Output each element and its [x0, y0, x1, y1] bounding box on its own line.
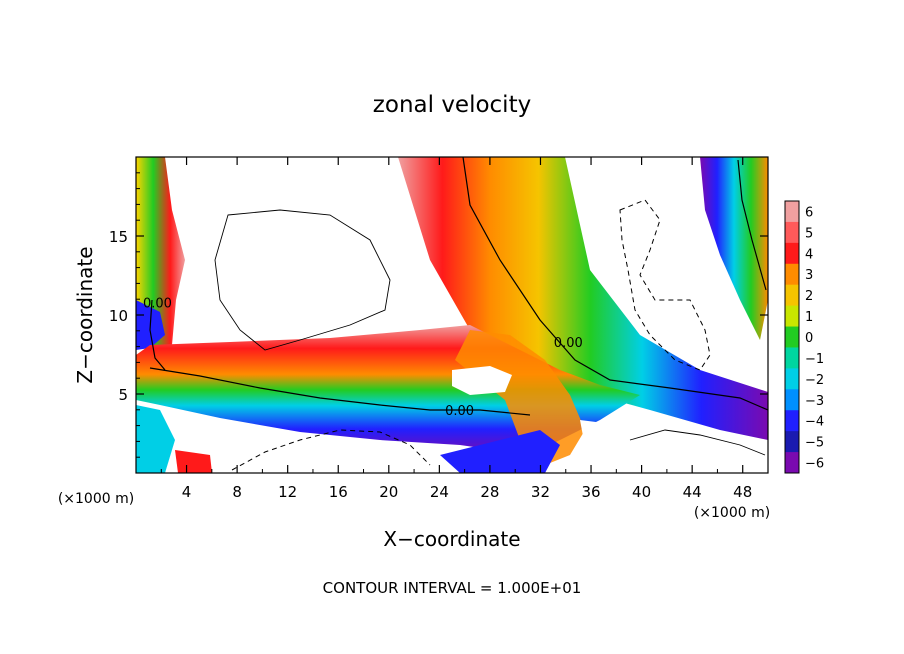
- contour-interval-note: CONTOUR INTERVAL = 1.000E+01: [323, 579, 582, 597]
- contour-right-edge: [737, 159, 767, 291]
- colorbar-label: −3: [805, 394, 824, 409]
- lower-left-red: [175, 450, 212, 473]
- colorbar-label: 4: [805, 247, 813, 262]
- x-tick-label: 28: [480, 483, 499, 501]
- x-tick-label: 40: [632, 483, 651, 501]
- contour-label: 0.00: [554, 336, 583, 351]
- chart-title: zonal velocity: [373, 92, 531, 118]
- y-tick-label: 10: [109, 307, 128, 325]
- contour-dashed-bottom: [231, 429, 431, 471]
- colorbar-label: 6: [805, 205, 813, 220]
- colorbar-label: 1: [805, 310, 813, 325]
- contour-labels: 0.00 0.00 0.00: [143, 296, 583, 419]
- colorbar-label: −4: [805, 415, 824, 430]
- lower-blue-strip: [440, 430, 560, 473]
- colorbar: 6 5 4 3 2 1 0 −1 −2 −3 −4 −5 −6: [784, 200, 824, 474]
- colorbar-frame: [784, 200, 800, 474]
- colorbar-swatch: [785, 452, 799, 474]
- x-axis: 4 8 12 16 20 24 28 32 36 40 44 48: [160, 157, 752, 501]
- white-pocket: [452, 366, 512, 395]
- x-tick-label: 32: [531, 483, 550, 501]
- x-tick-label: 20: [379, 483, 398, 501]
- colorbar-swatch: [785, 326, 799, 348]
- contour-label: 0.00: [445, 404, 474, 419]
- colorbar-label: −1: [805, 352, 824, 367]
- x-axis-label: X−coordinate: [383, 527, 520, 551]
- y-tick-label: 15: [109, 228, 128, 246]
- colorbar-swatch: [785, 389, 799, 411]
- colorbar-label: −5: [805, 436, 824, 451]
- colorbar-swatch: [785, 242, 799, 265]
- x-tick-label: 24: [430, 483, 449, 501]
- x-tick-label: 36: [581, 483, 600, 501]
- x-tick-label: 4: [182, 483, 192, 501]
- colorbar-label: −6: [805, 457, 824, 472]
- colorbar-label: 3: [805, 268, 813, 283]
- colorbar-label: 0: [805, 331, 813, 346]
- y-axis: 5 10 15: [109, 172, 768, 458]
- x-tick-label: 8: [232, 483, 242, 501]
- x-tick-label: 44: [683, 483, 702, 501]
- contour-horizontal: [149, 367, 531, 416]
- colorbar-swatch: [785, 410, 799, 432]
- contour-low-right: [629, 429, 766, 456]
- x-unit-left: (×1000 m): [58, 491, 134, 507]
- colorbar-swatch: [785, 263, 799, 286]
- colorbar-label: 5: [805, 226, 813, 241]
- x-unit-right: (×1000 m): [694, 505, 770, 521]
- x-tick-label: 48: [733, 483, 752, 501]
- contour-dashed: [619, 199, 711, 371]
- colorbar-swatch: [785, 347, 799, 369]
- diagonal-jet: [398, 157, 768, 440]
- colorbar-label: −2: [805, 373, 824, 388]
- colorbar-swatch: [785, 221, 799, 244]
- contour-left: [149, 299, 166, 371]
- contour-island: [214, 209, 391, 351]
- plot-area: 0.00 0.00 0.00: [136, 157, 768, 473]
- colorbar-swatch: [785, 284, 799, 307]
- white-bottom-pocket: [580, 420, 650, 473]
- x-tick-label: 16: [329, 483, 348, 501]
- lower-left-blue: [136, 405, 175, 473]
- contour-diagonal: [462, 157, 768, 411]
- hot-core: [455, 330, 585, 465]
- colorbar-swatch: [785, 201, 799, 223]
- right-color-band: [700, 157, 768, 340]
- contour-lines: [149, 157, 768, 471]
- x-tick-label: 12: [278, 483, 297, 501]
- left-color-band: [136, 157, 185, 345]
- y-tick-label: 5: [118, 386, 128, 404]
- colorbar-label: 2: [805, 289, 813, 304]
- contour-label: 0.00: [143, 296, 172, 311]
- colorbar-swatch: [785, 431, 799, 453]
- colorbar-swatch: [785, 368, 799, 390]
- colorbar-swatch: [785, 305, 799, 328]
- y-axis-label: Z−coordinate: [73, 246, 97, 383]
